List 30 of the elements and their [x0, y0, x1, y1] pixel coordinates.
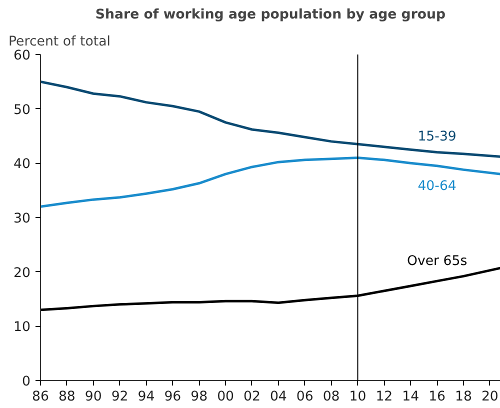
x-tick-label: 94	[138, 390, 155, 404]
x-tick-label: 96	[164, 390, 182, 404]
series-label: 15-39	[418, 129, 456, 144]
x-tick-label: 08	[322, 390, 340, 404]
x-tick-label: 16	[428, 390, 446, 404]
x-tick-label: 92	[111, 390, 128, 404]
x-tick-label: 20	[481, 390, 498, 404]
y-tick-label: 40	[14, 157, 31, 172]
y-tick-label: 30	[14, 212, 31, 226]
x-tick-label: 18	[455, 390, 472, 404]
x-tick-label: 90	[84, 390, 102, 404]
y-axis-title: Percent of total	[8, 34, 110, 50]
chart-title: Share of working age population by age group	[95, 8, 446, 22]
y-tick-label: 10	[14, 320, 31, 336]
x-tick-label: 00	[217, 390, 234, 404]
y-tick-label: 0	[22, 374, 31, 390]
x-tick-label: 86	[32, 390, 49, 404]
series-label: Over 65s	[406, 254, 468, 270]
x-tick-label: 12	[376, 390, 393, 404]
y-tick-label: 60	[14, 48, 31, 64]
x-tick-label: 10	[349, 390, 366, 404]
x-tick-label: 98	[190, 390, 208, 404]
x-tick-label: 06	[296, 390, 314, 404]
x-tick-label: 88	[58, 390, 76, 404]
x-tick-label: 02	[244, 390, 260, 404]
y-tick-label: 50	[14, 102, 31, 118]
series-label: 40-64	[418, 178, 456, 194]
x-tick-label: 04	[270, 390, 287, 404]
y-tick-label: 20	[14, 266, 31, 281]
x-tick-label: 14	[402, 390, 420, 404]
